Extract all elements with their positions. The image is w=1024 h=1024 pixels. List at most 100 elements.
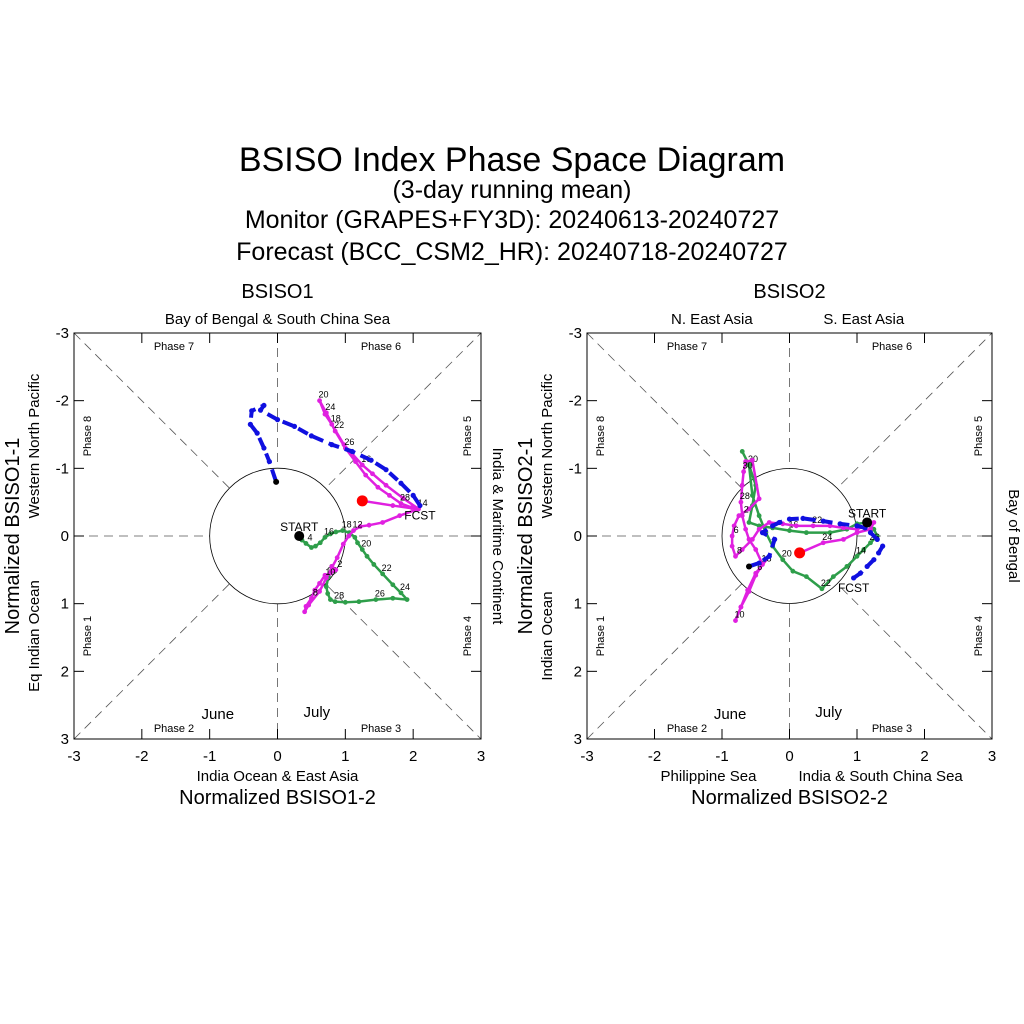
bsiso2-june-point <box>756 513 762 519</box>
bsiso2-phase-label: Phase 1 <box>595 616 607 656</box>
bsiso2-june-point <box>787 528 792 533</box>
bsiso1-june-point <box>317 540 323 546</box>
bsiso1-start-label: START <box>280 520 319 534</box>
bsiso2-forecast-point <box>867 530 874 536</box>
bsiso2-forecast-point <box>776 519 782 526</box>
bsiso2-july-point <box>756 496 762 502</box>
bsiso1-july-point <box>370 471 375 477</box>
bsiso1-y-tick-label: -2 <box>56 393 69 410</box>
bsiso1-region-label: Bay of Bengal & South China Sea <box>165 311 391 328</box>
bsiso2-june-day-label: 14 <box>856 545 866 555</box>
bsiso2-fcst-label: FCST <box>838 581 870 595</box>
bsiso1-phase-label: Phase 4 <box>462 616 474 656</box>
bsiso1-phase-label: Phase 3 <box>361 723 401 735</box>
bsiso2-june-day-label: 22 <box>821 578 831 588</box>
bsiso2-july-point <box>743 526 749 532</box>
bsiso1-forecast-point <box>398 480 404 486</box>
bsiso1-forecast-point <box>308 433 315 439</box>
bsiso1-june-point <box>355 540 360 546</box>
bsiso2-july-day-label: 10 <box>734 610 744 620</box>
bsiso2-start-marker <box>862 517 873 528</box>
bsiso1-june-point <box>309 545 314 550</box>
bsiso1-phase-label: Phase 8 <box>82 416 94 456</box>
bsiso1-june-point <box>303 541 309 546</box>
bsiso1-x-tick-label: -1 <box>203 748 216 765</box>
bsiso2-phase-label: Phase 4 <box>973 616 985 656</box>
bsiso1-june-point <box>390 595 396 601</box>
bsiso1-june-point <box>364 553 370 559</box>
bsiso1-july-point <box>302 609 308 615</box>
bsiso1-july-point <box>409 505 415 510</box>
bsiso2-july-day-label: 6 <box>757 562 762 572</box>
bsiso2-x-tick-label: -3 <box>580 748 593 765</box>
bsiso1-panel-title: BSISO1 <box>241 281 313 303</box>
bsiso1-july-point <box>317 580 322 586</box>
bsiso1-july-point <box>317 398 322 404</box>
bsiso2-forecast-point <box>854 523 860 529</box>
bsiso1-june-point <box>404 597 410 603</box>
bsiso2-june-point <box>868 540 873 546</box>
bsiso2-y-axis-label: Normalized BSISO2-1 <box>515 438 537 635</box>
bsiso1-forecast-point <box>329 442 335 448</box>
bsiso1-july-point <box>383 482 389 488</box>
bsiso2-x-tick-label: -2 <box>648 748 661 765</box>
bsiso1-forecast-point <box>291 423 298 429</box>
bsiso2-june-point <box>749 493 755 498</box>
bsiso1-latest-marker <box>356 495 368 507</box>
bsiso2-june-day-label: 20 <box>782 549 792 559</box>
forecast-title: Forecast (BCC_CSM2_HR): 20240718-2024072… <box>236 238 788 266</box>
bsiso2-july-point <box>729 543 735 549</box>
bsiso2-july-day-label: 24 <box>822 532 832 542</box>
bsiso2-x-axis-label: Normalized BSISO2-2 <box>691 787 888 809</box>
bsiso2-region-label: S. East Asia <box>823 311 905 328</box>
bsiso2-forecast-point <box>786 516 793 522</box>
bsiso2-forecast-point <box>871 557 877 563</box>
bsiso1-july-point <box>312 587 318 593</box>
bsiso1-july-point <box>317 589 322 594</box>
bsiso2-july-point <box>746 536 752 542</box>
main-title: BSISO Index Phase Space Diagram <box>238 141 786 179</box>
bsiso2-forecast-point <box>820 518 826 524</box>
bsiso2-june-point <box>830 574 836 579</box>
bsiso2-july-point <box>746 506 752 512</box>
bsiso1-july-point <box>323 575 329 581</box>
bsiso2-july-point <box>841 525 846 531</box>
bsiso1-june-point <box>356 599 362 605</box>
bsiso1-july-day-label: 24 <box>325 402 335 412</box>
bsiso2-july-point <box>731 523 737 529</box>
bsiso1-fcst-label: FCST <box>404 509 436 523</box>
bsiso1-july-point <box>400 495 406 501</box>
bsiso2-region-label: Indian Ocean <box>539 591 556 680</box>
bsiso2-legend-june: June <box>714 706 747 723</box>
bsiso2-region-label: Philippine Sea <box>661 768 758 785</box>
bsiso1-july-point <box>375 484 381 490</box>
bsiso2-july-point <box>753 572 759 578</box>
bsiso1-july-day-label: 18 <box>331 413 341 423</box>
bsiso2-forecast-point <box>880 543 886 549</box>
bsiso2-july-point <box>738 499 744 505</box>
bsiso1-july-point <box>380 520 386 525</box>
bsiso2-forecast-point <box>837 521 843 527</box>
bsiso1-phase-label: Phase 5 <box>462 416 474 456</box>
bsiso2-july-point <box>766 520 772 525</box>
bsiso1-forecast-point <box>257 407 264 413</box>
bsiso2-forecast-point <box>756 560 762 566</box>
bsiso1-y-tick-label: 1 <box>61 596 69 613</box>
bsiso2-july-point <box>793 523 799 529</box>
bsiso1-july-point <box>357 524 363 529</box>
bsiso1-forecast-point <box>349 448 355 455</box>
bsiso2-july-point <box>756 526 762 532</box>
bsiso2-july-day-label: 2 <box>744 505 749 515</box>
bsiso2-phase-label: Phase 5 <box>973 416 985 456</box>
bsiso1-july-point <box>366 522 372 528</box>
bsiso2-june-point <box>871 526 877 532</box>
bsiso2-y-tick-label: 0 <box>574 528 582 545</box>
bsiso1-june-point <box>328 531 333 537</box>
bsiso2-july-point <box>746 589 752 594</box>
bsiso2-june-point <box>803 530 809 536</box>
bsiso1-july-day-label: 22 <box>334 420 344 430</box>
bsiso2-june-point <box>819 586 825 592</box>
bsiso1-june-day-label: 24 <box>400 582 410 592</box>
bsiso1-phase-label: Phase 7 <box>154 341 194 353</box>
